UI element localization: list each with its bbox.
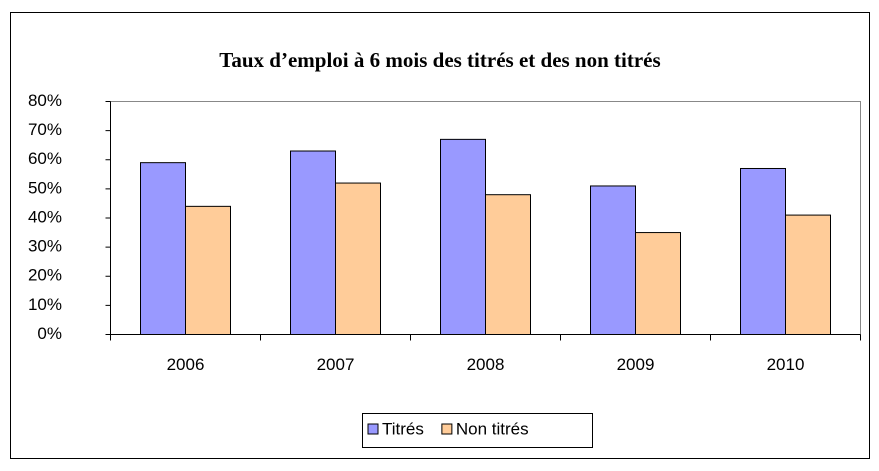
- x-tick-label: 2006: [167, 355, 205, 374]
- legend-label: Non titrés: [456, 419, 529, 438]
- bar: [335, 182, 381, 335]
- y-tick-label: 70%: [28, 120, 62, 139]
- x-tick-label: 2007: [317, 355, 355, 374]
- y-tick-label: 80%: [28, 91, 62, 110]
- bar: [785, 214, 831, 335]
- y-tick-label: 0%: [37, 324, 62, 343]
- y-tick-label: 50%: [28, 178, 62, 197]
- x-tick-label: 2010: [767, 355, 805, 374]
- y-tick-label: 10%: [28, 295, 62, 314]
- legend-swatch: [441, 423, 453, 435]
- bar: [485, 194, 531, 335]
- x-tick-label: 2008: [467, 355, 505, 374]
- legend-swatch: [367, 423, 379, 435]
- legend-label: Titrés: [382, 419, 424, 438]
- bar: [440, 138, 486, 335]
- y-tick-label: 20%: [28, 266, 62, 285]
- bar: [185, 205, 231, 335]
- x-tick-label: 2009: [617, 355, 655, 374]
- bar: [140, 162, 186, 335]
- bar: [740, 167, 786, 335]
- y-tick-label: 40%: [28, 207, 62, 226]
- bar: [635, 232, 681, 335]
- bar: [290, 150, 336, 335]
- bar: [590, 185, 636, 335]
- legend-box: [362, 413, 593, 448]
- y-tick-label: 60%: [28, 149, 62, 168]
- chart-title: Taux d’emploi à 6 mois des titrés et des…: [219, 48, 660, 72]
- y-tick-label: 30%: [28, 237, 62, 256]
